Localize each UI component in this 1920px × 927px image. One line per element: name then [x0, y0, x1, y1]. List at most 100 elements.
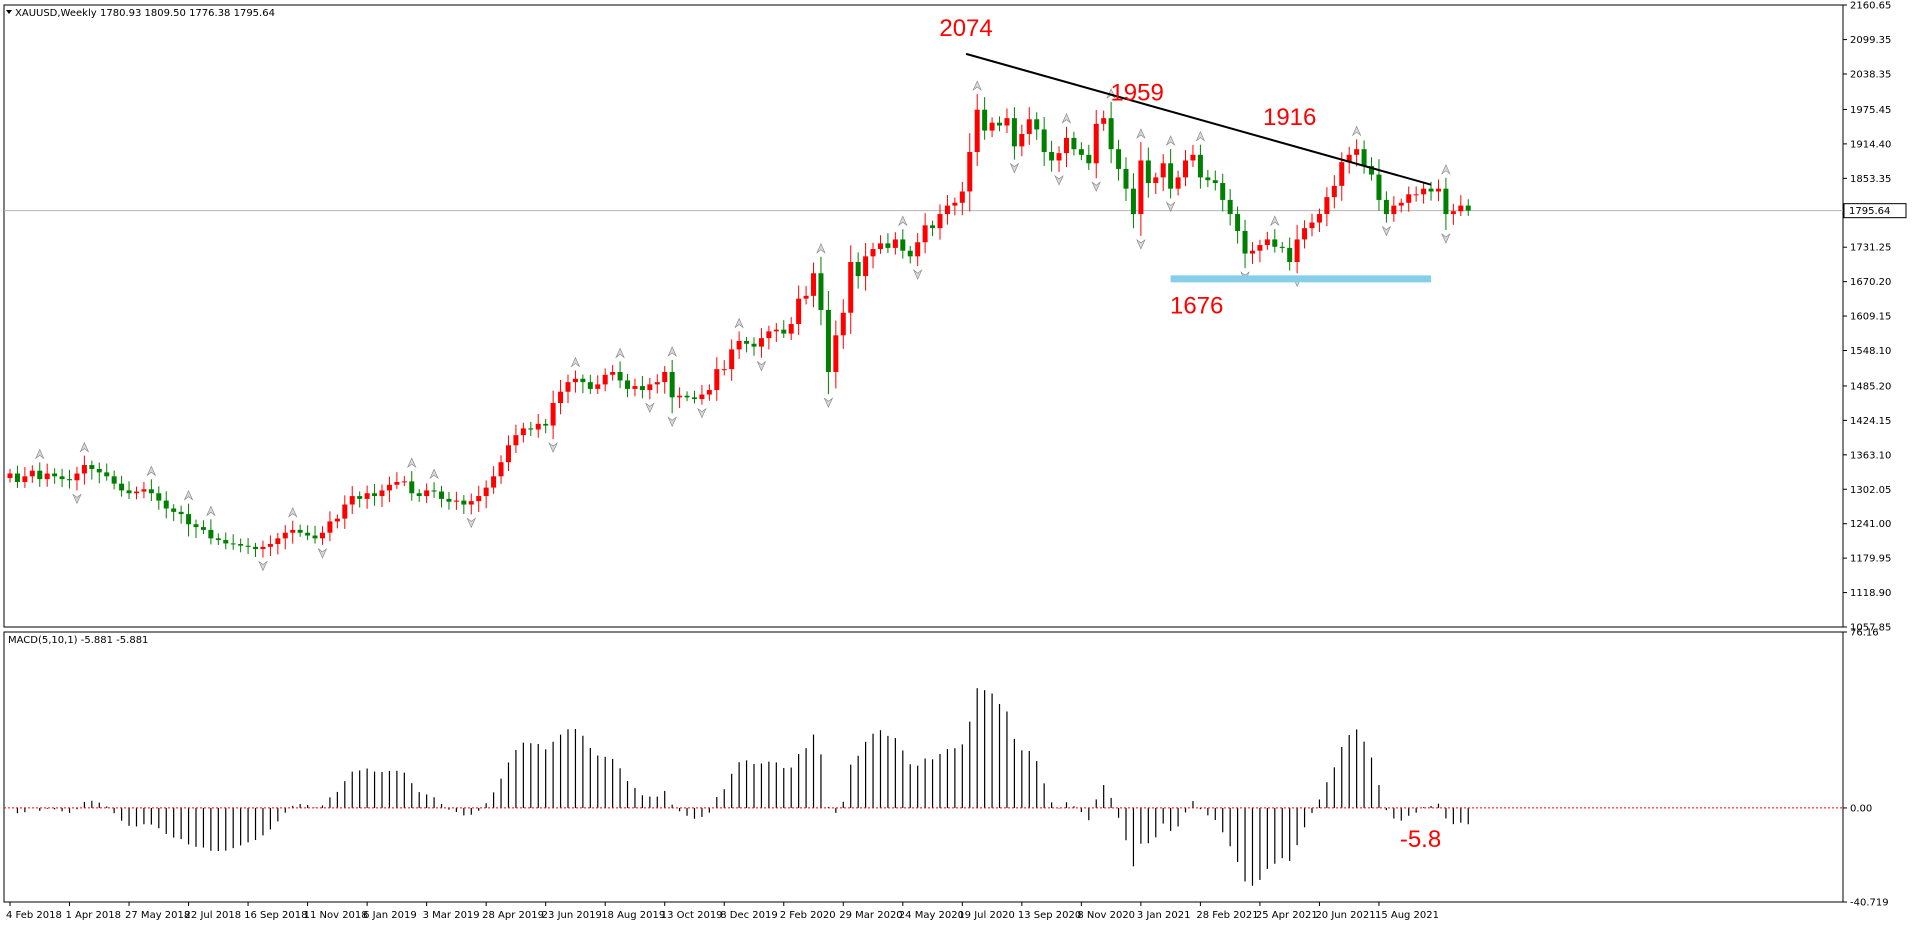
candle	[1071, 131, 1077, 156]
candle-body	[1458, 205, 1464, 212]
fractal-up-arrow-icon	[1441, 164, 1451, 175]
candle-body	[625, 380, 631, 389]
price-axis[interactable]: 2160.65 2099.35 2038.35 1975.45 1914.40 1853.…	[1843, 1, 1907, 634]
candle	[223, 532, 229, 550]
macd-axis[interactable]: 76.16 0.00 -40.719	[1843, 628, 1889, 909]
fractal-down-arrow-icon	[317, 547, 328, 559]
candle-body	[669, 371, 675, 398]
fractal-up-arrow-icon	[615, 347, 625, 359]
candle	[967, 133, 973, 212]
candle-body	[1220, 183, 1226, 200]
candle-body	[1205, 177, 1211, 181]
candle	[163, 491, 169, 519]
candle-body	[1339, 162, 1345, 186]
candle	[1205, 169, 1211, 188]
candle	[744, 336, 750, 353]
candle	[119, 475, 125, 497]
candle-body	[468, 501, 474, 505]
candle	[364, 485, 370, 509]
candle-body	[528, 428, 534, 430]
candle	[1272, 229, 1278, 253]
candle	[922, 213, 928, 254]
resistance-trendline[interactable]	[965, 52, 1432, 186]
macd-label: MACD(5,10,1) -5.881 -5.881	[8, 635, 148, 646]
candle	[632, 378, 638, 397]
price-pane[interactable]: 2074 1959 1916 1676 2160.65 2099.35 2038.35 19…	[3, 1, 1907, 634]
time-tick-label: 23 Jun 2019	[542, 910, 602, 921]
time-tick-label: 6 Jan 2019	[363, 910, 417, 921]
candle-body	[223, 540, 229, 544]
candle-body	[1183, 160, 1189, 178]
candle-body	[1160, 163, 1166, 178]
candle-body	[744, 340, 750, 344]
price-tick-label: 1241.00	[1850, 519, 1891, 530]
candle	[1398, 198, 1404, 213]
fractal-down-arrow-icon	[548, 442, 558, 453]
candle	[453, 491, 459, 510]
time-tick-label: 28 Feb 2021	[1196, 910, 1258, 921]
candle	[684, 391, 690, 402]
support-zone[interactable]	[1170, 275, 1432, 283]
fractal-down-arrow-icon	[1009, 162, 1020, 174]
candle-body	[714, 369, 720, 391]
candle	[1294, 224, 1300, 274]
fractal-up-arrow-icon	[667, 346, 677, 357]
candle-body	[1346, 154, 1352, 163]
dropdown-arrow-icon[interactable]	[6, 10, 12, 14]
candle	[989, 117, 995, 138]
candle	[483, 480, 489, 509]
candle	[208, 519, 214, 545]
candle	[1249, 242, 1255, 264]
candle	[959, 181, 965, 216]
candle	[148, 479, 154, 501]
candle-body	[1004, 118, 1010, 126]
candle	[401, 476, 407, 487]
candle	[349, 486, 355, 514]
candle-body	[14, 473, 20, 482]
candle	[1004, 108, 1010, 133]
candle	[1235, 206, 1241, 244]
candle-body	[141, 489, 147, 492]
candle-body	[833, 335, 839, 372]
time-tick-label: 1 Apr 2018	[66, 910, 121, 921]
price-tick-label: 2038.35	[1850, 69, 1891, 80]
candle	[1406, 186, 1412, 212]
candle-body	[1376, 174, 1382, 200]
candlesticks	[7, 94, 1471, 558]
candle-body	[550, 402, 556, 426]
candle-body	[282, 532, 288, 539]
time-tick-label: 11 Nov 2018	[304, 910, 368, 921]
candle	[721, 360, 727, 376]
candle-body	[275, 538, 281, 545]
time-tick-label: 29 Mar 2020	[839, 910, 902, 921]
candle-body	[1398, 202, 1404, 206]
candle-body	[602, 374, 608, 385]
fractal-up-arrow-icon	[816, 243, 826, 254]
candle	[67, 469, 73, 489]
time-tick-label: 2 Feb 2020	[780, 910, 836, 921]
candle	[245, 538, 251, 554]
macd-pane[interactable]: 76.16 0.00 -40.719 MACD(5,10,1) -5.881 -5.…	[3, 628, 1889, 909]
price-tick-label: 2160.65	[1850, 1, 1891, 12]
candle	[796, 285, 802, 335]
candle	[997, 116, 1003, 132]
candle-body	[1071, 137, 1077, 150]
candle	[297, 524, 303, 537]
candle-body	[691, 397, 697, 400]
candle	[126, 481, 132, 500]
support-zone-band[interactable]	[1170, 275, 1432, 283]
candle-body	[647, 384, 653, 391]
candle	[944, 195, 950, 225]
candle	[535, 413, 541, 438]
candle-body	[104, 472, 110, 477]
price-tick-label: 1914.40	[1850, 139, 1891, 150]
candle-body	[974, 109, 980, 153]
candle-body	[610, 371, 616, 375]
candle	[1011, 107, 1017, 160]
candle	[1086, 144, 1092, 170]
candle-body	[386, 484, 392, 491]
trendline[interactable]	[965, 52, 1432, 186]
price-tick-label: 1548.10	[1850, 346, 1891, 357]
